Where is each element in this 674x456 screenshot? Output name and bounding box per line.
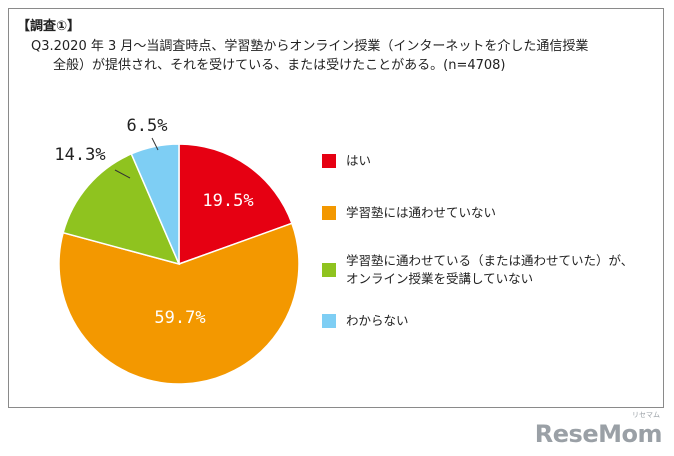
slice-unknown xyxy=(130,143,180,265)
slice-no-online xyxy=(62,152,181,266)
question-line-2: 全般）が提供され、それを受けている、または受けたことがある。(n=4708) xyxy=(53,58,506,73)
leader-line-6-5 xyxy=(151,137,159,151)
section-label: 【調査①】 xyxy=(17,19,81,34)
leader-line-14-3 xyxy=(114,169,131,179)
data-label-3: 14.3% xyxy=(54,145,105,165)
data-label-4: 6.5% xyxy=(127,116,168,136)
legend-swatch xyxy=(322,154,336,168)
legend-label: わからない xyxy=(346,312,409,330)
slice-not-attending xyxy=(58,222,300,385)
data-label-1: 19.5% xyxy=(202,191,253,211)
legend-label-line: オンライン授業を受講していない xyxy=(346,271,534,286)
data-label-2: 59.7% xyxy=(154,308,205,328)
legend-swatch xyxy=(322,263,336,277)
legend-swatch xyxy=(322,314,336,328)
legend-label-line: 学習塾には通わせていない xyxy=(346,205,497,220)
slice-hai xyxy=(178,143,293,266)
legend-label-line: わからない xyxy=(346,313,409,328)
resemom-logo: ReseMom xyxy=(534,420,663,448)
watermark-subtext: リセマム xyxy=(632,411,660,419)
legend-label: はい xyxy=(346,152,371,170)
question-text: Q3.2020 年 3 月～当調査時点、学習塾からオンライン授業（インターネット… xyxy=(31,37,641,75)
legend-label-line: 学習塾に通わせている（または通わせていた）が、 xyxy=(346,253,634,268)
legend-label: 学習塾には通わせていない xyxy=(346,204,496,222)
question-line-1: Q3.2020 年 3 月～当調査時点、学習塾からオンライン授業（インターネット… xyxy=(31,39,589,54)
legend-label-line: はい xyxy=(346,153,372,168)
legend-swatch xyxy=(322,206,336,220)
legend-label: 学習塾に通わせている（または通わせていた）が、 オンライン授業を受講していない xyxy=(346,252,633,288)
